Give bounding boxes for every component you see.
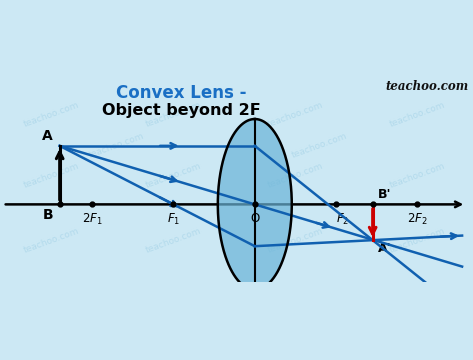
Text: teachoo.com: teachoo.com	[266, 162, 324, 190]
Text: B': B'	[377, 188, 391, 201]
Text: teachoo.com: teachoo.com	[388, 227, 447, 255]
Text: teachoo.com: teachoo.com	[385, 80, 469, 93]
Text: teachoo.com: teachoo.com	[144, 162, 202, 190]
Text: B: B	[43, 208, 53, 222]
Polygon shape	[218, 119, 292, 290]
Text: teachoo.com: teachoo.com	[266, 101, 324, 129]
Text: Object beyond 2F: Object beyond 2F	[102, 103, 261, 118]
Text: teachoo.com: teachoo.com	[23, 162, 80, 190]
Text: teachoo.com: teachoo.com	[144, 227, 202, 255]
Text: A: A	[43, 129, 53, 143]
Text: Convex Lens -: Convex Lens -	[116, 84, 247, 102]
Text: $2F_2$: $2F_2$	[407, 212, 428, 227]
Text: teachoo.com: teachoo.com	[23, 101, 80, 129]
Text: teachoo.com: teachoo.com	[144, 101, 202, 129]
Text: teachoo.com: teachoo.com	[291, 132, 349, 160]
Text: O: O	[250, 212, 259, 225]
Text: teachoo.com: teachoo.com	[266, 227, 324, 255]
Text: teachoo.com: teachoo.com	[388, 101, 447, 129]
Text: $2F_1$: $2F_1$	[82, 212, 103, 227]
Text: teachoo.com: teachoo.com	[88, 132, 146, 160]
Text: teachoo.com: teachoo.com	[23, 227, 80, 255]
Text: teachoo.com: teachoo.com	[388, 162, 447, 190]
Text: $F_2$: $F_2$	[336, 212, 349, 227]
Text: A': A'	[377, 242, 391, 255]
Text: $F_1$: $F_1$	[167, 212, 180, 227]
